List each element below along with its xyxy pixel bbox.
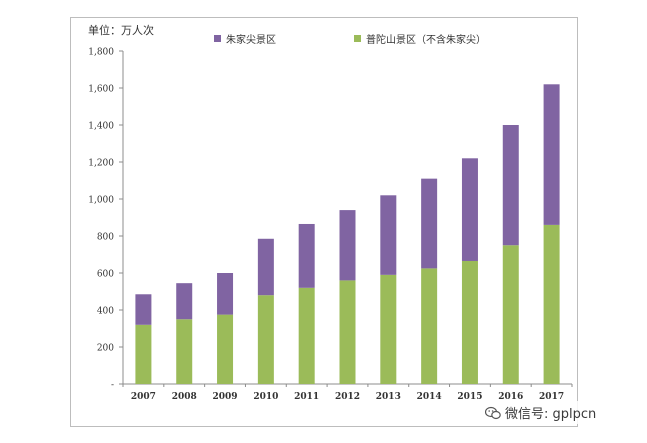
bar-putuoshan-2008: [176, 319, 193, 384]
bar-putuoshan-2012: [339, 280, 356, 384]
bar-putuoshan-2009: [217, 314, 234, 384]
bar-zhujiajian-2009: [217, 273, 234, 315]
bar-zhujiajian-2008: [176, 283, 193, 320]
bar-putuoshan-2007: [135, 324, 152, 384]
chart-frame: [70, 17, 578, 427]
y-tick-label: 800: [97, 233, 114, 243]
x-tick-label: 2009: [213, 392, 238, 402]
bar-putuoshan-2014: [421, 268, 438, 384]
watermark: 微信号: gplpcn: [483, 401, 603, 424]
legend-item-zhujiajian: 朱家尖景区: [214, 31, 276, 46]
x-tick-label: 2015: [457, 392, 482, 402]
x-tick-label: 2014: [417, 392, 442, 402]
bar-zhujiajian-2016: [502, 125, 519, 246]
x-tick-label: 2013: [376, 392, 401, 402]
bar-zhujiajian-2015: [461, 158, 478, 261]
x-tick-label: 2010: [253, 392, 278, 402]
x-tick-label: 2007: [131, 392, 156, 402]
bar-zhujiajian-2010: [257, 238, 274, 296]
y-tick-label: 400: [97, 307, 114, 317]
legend-swatch-putuoshan: [354, 35, 361, 42]
bar-zhujiajian-2017: [543, 84, 560, 225]
y-tick-label: 1,400: [88, 122, 114, 132]
x-tick-label: 2011: [294, 392, 319, 402]
y-tick-label: 1,200: [88, 159, 114, 169]
x-tick-label: 2016: [498, 392, 523, 402]
watermark-text: 微信号: gplpcn: [505, 407, 597, 422]
y-tick-label: 1,800: [88, 48, 114, 58]
wechat-icon: [485, 406, 501, 419]
unit-label: 单位：万人次: [88, 24, 154, 37]
bar-putuoshan-2013: [380, 274, 397, 384]
legend-swatch-zhujiajian: [214, 35, 221, 42]
bar-zhujiajian-2012: [339, 210, 356, 281]
bar-zhujiajian-2013: [380, 195, 397, 275]
bar-putuoshan-2011: [298, 287, 315, 384]
y-tick-label: 1,600: [88, 85, 114, 95]
x-tick-label: 2008: [172, 392, 197, 402]
x-tick-label: 2017: [539, 392, 564, 402]
legend-label-putuoshan: 普陀山景区（不含朱家尖）: [366, 35, 486, 46]
bar-putuoshan-2015: [461, 260, 478, 384]
bar-putuoshan-2010: [257, 295, 274, 384]
bar-putuoshan-2016: [502, 245, 519, 384]
y-tick-label: -: [111, 381, 114, 391]
legend-label-zhujiajian: 朱家尖景区: [226, 35, 276, 46]
y-tick-label: 200: [97, 344, 114, 354]
bar-zhujiajian-2007: [135, 294, 152, 325]
bar-putuoshan-2017: [543, 224, 560, 384]
bar-zhujiajian-2014: [421, 178, 438, 269]
legend-item-putuoshan: 普陀山景区（不含朱家尖）: [354, 31, 486, 46]
bar-zhujiajian-2011: [298, 223, 315, 288]
y-tick-label: 1,000: [88, 196, 114, 206]
y-tick-label: 600: [97, 270, 114, 280]
x-tick-label: 2012: [335, 392, 360, 402]
